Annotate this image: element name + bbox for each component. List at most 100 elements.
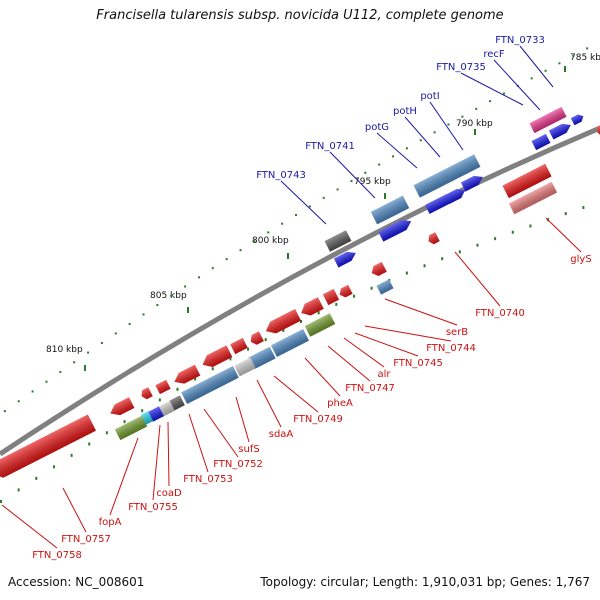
scale-minor-tick	[17, 488, 20, 492]
scale-minor-tick	[282, 328, 285, 332]
scale-label: 810 kbp	[46, 345, 83, 355]
scale-minor-tick	[336, 188, 339, 191]
scale-minor-tick	[142, 313, 145, 316]
scale-minor-tick	[447, 123, 450, 126]
svg-text:glyS: glyS	[570, 254, 591, 265]
gene-label-reverse: FTN_0744	[364, 325, 476, 354]
gene-label-reverse: pheA	[304, 357, 353, 409]
scale-minor-tick	[73, 361, 76, 364]
scale-minor-tick	[229, 357, 232, 361]
scale-minor-tick	[461, 115, 464, 118]
scale-minor-tick	[441, 257, 444, 261]
gene-label-reverse: sdaA	[256, 379, 293, 440]
gene-block-reverse	[301, 297, 324, 316]
scale-minor-tick	[211, 367, 214, 371]
gene-label-reverse: fopA	[99, 437, 139, 528]
svg-text:FTN_0757: FTN_0757	[61, 534, 111, 545]
svg-text:pheA: pheA	[327, 398, 353, 409]
gene-block-reverse	[250, 331, 264, 345]
scale-minor-tick	[267, 231, 270, 234]
gene-label-forward: potH	[393, 106, 441, 158]
scale-minor-tick	[530, 77, 533, 80]
scale-label: 785 kbp	[570, 53, 600, 63]
gene-block-forward	[413, 154, 481, 198]
gene-block-forward	[376, 279, 394, 295]
scale-minor-tick	[475, 107, 478, 110]
scale-minor-tick	[184, 285, 187, 288]
gene-label-reverse: FTN_0755	[128, 424, 178, 513]
gene-block-forward	[444, 189, 465, 204]
scale-minor-tick	[352, 294, 355, 298]
svg-text:sufS: sufS	[238, 444, 259, 455]
svg-text:FTN_0741: FTN_0741	[305, 141, 355, 152]
svg-text:alr: alr	[377, 369, 391, 380]
gene-label-reverse: FTN_0758	[1, 504, 82, 561]
scale-minor-tick	[211, 267, 214, 270]
scale-minor-tick	[128, 322, 131, 325]
gene-label-reverse: FTN_0749	[273, 375, 343, 425]
gene-block-reverse	[265, 309, 301, 334]
svg-text:coaD: coaD	[156, 488, 182, 499]
scale-minor-tick	[419, 139, 422, 142]
gene-block-forward	[370, 195, 410, 225]
svg-text:FTN_0752: FTN_0752	[213, 459, 263, 470]
scale-minor-tick	[70, 453, 73, 457]
map-title: Francisella tularensis subsp. novicida U…	[96, 8, 504, 23]
scale-minor-tick	[156, 304, 159, 307]
gene-block-forward	[234, 357, 256, 377]
gene-block-forward	[460, 175, 483, 192]
scale-minor-tick	[458, 250, 461, 254]
scale-minor-tick	[502, 92, 505, 95]
gene-block-forward	[304, 313, 336, 337]
scale-minor-tick	[45, 380, 48, 383]
gene-block-reverse	[428, 232, 440, 245]
scale-label: 790 kbp	[456, 119, 493, 129]
gene-block-reverse	[508, 181, 558, 215]
gene-tracks	[0, 106, 600, 478]
scale-minor-tick	[489, 100, 492, 103]
scale-minor-tick	[350, 180, 353, 183]
gene-block-forward	[169, 395, 185, 411]
gene-block-reverse	[371, 261, 387, 276]
scale-minor-tick	[52, 465, 55, 469]
scale-minor-tick	[141, 409, 144, 413]
scale-minor-tick	[511, 230, 514, 234]
scale-ruler: 785 kbp 790 kbp 795 kbp 800 kbp 805 kbp 810 k…	[0, 47, 600, 503]
scale-minor-tick	[423, 264, 426, 268]
gene-label-reverse: FTN_0757	[61, 487, 111, 545]
scale-minor-tick	[170, 294, 173, 297]
svg-text:FTN_0744: FTN_0744	[426, 343, 476, 354]
gene-block-reverse	[110, 397, 135, 416]
scale-minor-tick	[364, 171, 367, 174]
gene-label-reverse: coaD	[156, 421, 182, 499]
gene-label-reverse: glyS	[545, 217, 592, 265]
scale-minor-tick	[88, 442, 91, 446]
scale-minor-tick	[87, 351, 90, 354]
scale-minor-tick	[295, 214, 297, 216]
gene-label-reverse: FTN_0747	[327, 345, 395, 394]
svg-text:FTN_0743: FTN_0743	[256, 170, 306, 181]
svg-text:FTN_0735: FTN_0735	[436, 62, 486, 73]
gene-block-forward	[181, 366, 239, 404]
scale-minor-tick	[317, 311, 320, 315]
gene-label-reverse: alr	[343, 337, 391, 380]
scale-minor-tick	[433, 131, 436, 134]
gene-block-reverse	[596, 125, 600, 136]
scale-minor-tick	[558, 62, 561, 65]
gene-block-forward	[529, 106, 567, 134]
gene-block-forward	[324, 230, 352, 252]
gene-block-forward	[148, 406, 164, 422]
gene-label-reverse: FTN_0752	[203, 408, 263, 470]
scale-minor-tick	[582, 206, 585, 210]
scale-minor-tick	[322, 196, 325, 199]
scale-label: 805 kbp	[150, 291, 187, 301]
scale-minor-tick	[529, 224, 532, 228]
svg-text:potI: potI	[420, 91, 439, 102]
genome-summary: Topology: circular; Length: 1,910,031 bp…	[260, 575, 590, 589]
gene-label-forward: FTN_0743	[256, 170, 327, 225]
gene-block-reverse	[339, 284, 353, 298]
svg-text:FTN_0749: FTN_0749	[293, 414, 343, 425]
genome-backbone	[0, 125, 600, 457]
